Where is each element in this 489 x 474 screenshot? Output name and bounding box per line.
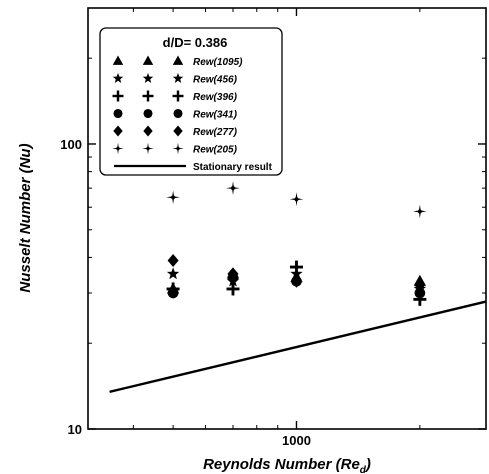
data-point-diamond [414, 278, 426, 292]
axis-ticks: 10 100 1000 [60, 7, 486, 448]
legend-label: Rew(205) [193, 145, 238, 156]
legend-marker-sparkle [142, 142, 154, 155]
data-point-plus [226, 282, 240, 296]
data-point-sparkle [226, 181, 240, 195]
x-axis-title: Reynolds Number (Red) [203, 456, 371, 474]
data-points [109, 181, 487, 394]
y-axis-title: Nusselt Number (Nu) [17, 143, 34, 292]
stationary-result-line [109, 300, 487, 394]
y-tick-label: 10 [68, 422, 82, 437]
legend-label: Rew(277) [193, 127, 238, 138]
legend-rows: Rew(1095) Rew(456) Rew(396) Rew(341) Rew(277… [112, 55, 273, 173]
y-tick-label: 100 [60, 137, 82, 152]
legend-marker-triangle [172, 55, 184, 65]
legend-marker-star [112, 73, 124, 83]
legend-marker-triangle [142, 55, 154, 65]
legend-label: Rew(396) [193, 92, 238, 103]
data-point-circle [167, 287, 179, 299]
legend-label: Rew(1095) [193, 57, 243, 68]
legend-label: Rew(341) [193, 110, 238, 121]
data-point-circle [414, 287, 426, 299]
data-point-diamond [227, 267, 239, 281]
data-point-sparkle [289, 192, 304, 207]
legend-marker-triangle [112, 55, 124, 65]
legend-title: d/D= 0.386 [163, 35, 228, 50]
legend-marker-diamond [113, 125, 123, 137]
x-tick-label: 1000 [282, 433, 311, 448]
data-point-star [166, 267, 180, 280]
data-point-sparkle [166, 190, 180, 205]
legend-marker-sparkle [172, 142, 184, 155]
legend-marker-plus [172, 90, 184, 102]
legend: d/D= 0.386 Rew(1095)Rew(456)Rew(396)Rew(… [99, 27, 283, 176]
plot-frame [87, 7, 487, 430]
legend-marker-plus [112, 90, 124, 102]
data-point-plus [413, 292, 427, 306]
legend-marker-sparkle [112, 142, 124, 155]
legend-marker-circle [113, 108, 123, 119]
legend-marker-circle [173, 108, 183, 119]
legend-box [99, 27, 283, 176]
data-point-diamond [290, 274, 303, 288]
legend-marker-diamond [173, 125, 183, 137]
legend-marker-star [142, 73, 154, 83]
data-point-plus [289, 260, 303, 274]
legend-marker-plus [142, 90, 154, 102]
data-point-diamond [167, 254, 179, 268]
legend-marker-circle [143, 108, 153, 119]
legend-label: Stationary result [193, 162, 273, 173]
legend-marker-star [172, 73, 184, 83]
data-point-sparkle [413, 204, 427, 219]
legend-marker-diamond [143, 125, 153, 137]
legend-label: Rew(456) [193, 75, 238, 86]
